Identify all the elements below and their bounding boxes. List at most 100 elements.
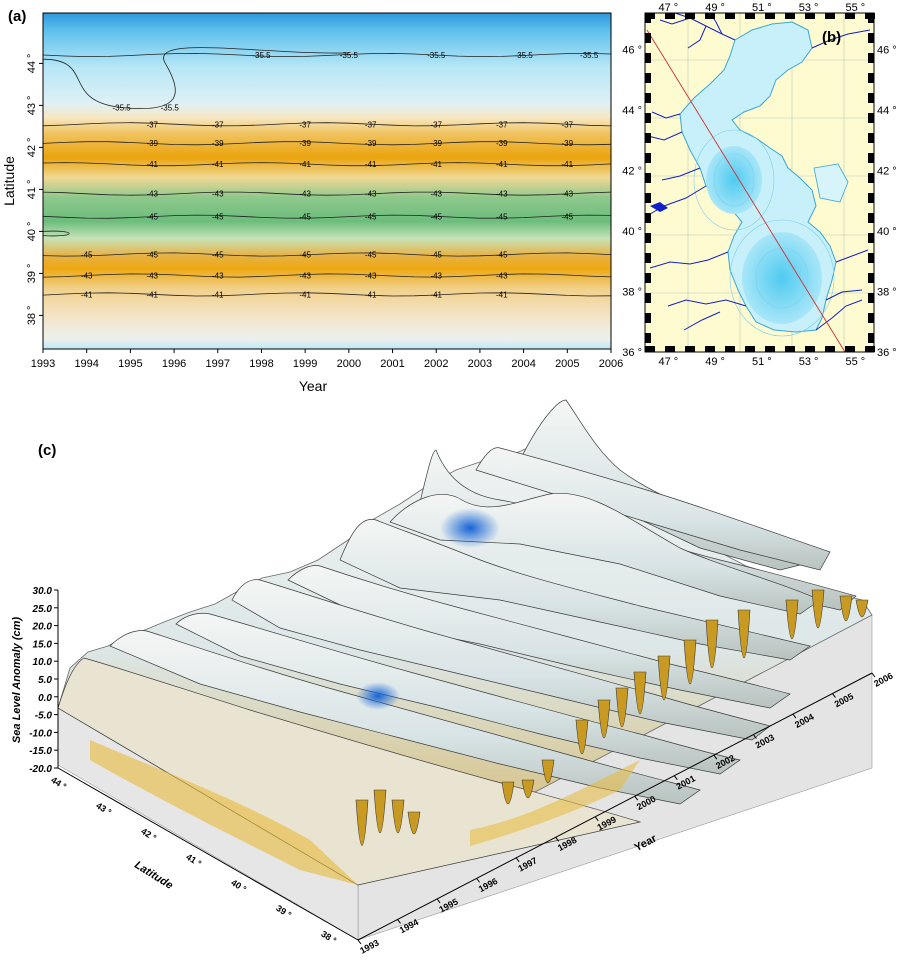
contour-label: -45	[299, 213, 311, 222]
trough-spikes	[355, 589, 869, 846]
border-segment	[845, 13, 855, 19]
x-tick-label: 2006	[599, 358, 623, 370]
year-tick-mark	[713, 754, 718, 760]
contour-label: -45	[430, 213, 442, 222]
x-tick-label: 1998	[249, 358, 273, 370]
trough-spike	[705, 619, 719, 669]
latitude-tick-label: 39 °	[274, 903, 293, 920]
gulf-inlet	[650, 202, 668, 212]
border-segment	[645, 253, 651, 263]
lon-tick-bottom: 51 °	[752, 356, 772, 368]
trough-spike	[855, 599, 869, 618]
border-segment	[645, 346, 655, 352]
border-segment	[865, 346, 875, 352]
year-tick-mark	[476, 878, 481, 883]
lon-tick-bottom: 49 °	[705, 356, 725, 368]
lat-tick-left: 40 °	[622, 226, 642, 238]
lon-tick-top: 53 °	[799, 2, 819, 14]
contour-label: -39	[430, 139, 442, 148]
lat-tick-right: 44 °	[877, 105, 897, 117]
z-ticks: 30.0 25.0 20.0 15.0 10.0 5.0 0.0 -5.0 -10.0 -15.0…	[29, 586, 58, 775]
y-tick-label: 39 °	[26, 264, 38, 284]
map-frame	[644, 12, 875, 353]
x-tick-label: 2000	[337, 358, 361, 370]
year-tick-label: 1993	[358, 938, 380, 956]
contour-label: -41	[212, 290, 224, 299]
contour-label: -41	[146, 160, 158, 169]
border-segment	[868, 253, 874, 263]
contour-label: -35.5	[252, 51, 271, 60]
lon-tick-bottom: 55 °	[845, 356, 865, 368]
border-segment	[725, 13, 735, 19]
z-tick-label: -5.0	[35, 711, 53, 722]
z-tick-label: -15.0	[29, 746, 52, 757]
contour-lines: -35.5 -35.5 -35.5 -35.5 -35.5-35.5 -35.5-37 -3…	[43, 47, 611, 299]
contour-label: -45	[212, 213, 224, 222]
x-tick-label: 1995	[118, 358, 142, 370]
border-segment	[645, 293, 651, 303]
contour-line	[43, 191, 611, 196]
border-segment	[785, 13, 795, 19]
contour-label: -45	[365, 213, 377, 222]
border-segment	[645, 73, 651, 83]
trough-spike	[615, 687, 629, 727]
contour-line	[43, 292, 611, 297]
year-tick-mark	[634, 795, 639, 801]
contour-label: -37	[365, 120, 377, 129]
border-segment	[645, 33, 651, 43]
contour-label: -41	[81, 290, 93, 299]
contour-label: -45	[562, 213, 574, 222]
border-segment	[868, 33, 874, 43]
map-lat-ticks: 36 ° 36 ° 38 ° 38 ° 40 ° 40 ° 42 ° 42 ° 44 ° 44 °…	[622, 44, 896, 359]
contour-label: -45	[496, 251, 508, 260]
y-tick-label: 41 °	[26, 180, 38, 200]
contour-label: -37	[299, 120, 311, 129]
border-segment	[645, 153, 651, 163]
border-segment	[868, 313, 874, 323]
surface-low-shade	[90, 740, 358, 885]
contour-label: -41	[430, 290, 442, 299]
year-tick-mark	[515, 857, 520, 863]
contour-label: -45	[430, 251, 442, 260]
lon-tick-bottom: 53 °	[799, 356, 819, 368]
contour-label: -35.5	[161, 104, 180, 113]
z-tick-label: 20.0	[32, 622, 53, 633]
border-segment	[645, 313, 651, 323]
contour-label: -37	[146, 120, 158, 129]
contour-label: -37	[496, 120, 508, 129]
y-tick-label: 42 °	[26, 138, 38, 158]
contour-label: -35.5	[340, 51, 359, 60]
contour-label: -45	[496, 213, 508, 222]
contour-label: -37	[212, 120, 224, 129]
y-tick-label: 40 °	[26, 222, 38, 242]
x-tick-label: 1999	[293, 358, 317, 370]
contour-label: -41	[146, 290, 158, 299]
year-tick-label: 2006	[872, 671, 894, 689]
x-tick-label: 2004	[511, 358, 535, 370]
lon-tick-top: 47 °	[659, 2, 679, 14]
contour-label: -41	[430, 160, 442, 169]
panel-b-label: (b)	[822, 29, 841, 46]
panel-a-label: (a)	[8, 8, 26, 25]
contour-label: -41	[496, 160, 508, 169]
z-tick-label: 10.0	[33, 657, 53, 668]
high-anomaly-1	[440, 508, 500, 548]
z-axis-title: Sea Level Anomaly (cm)	[11, 617, 23, 743]
contour-label: -41	[496, 290, 508, 299]
contour-line	[43, 52, 611, 58]
border-segment	[745, 13, 755, 19]
contour-line	[43, 162, 611, 167]
border-segment	[868, 13, 874, 23]
lon-tick-bottom: 47 °	[659, 356, 679, 368]
z-tick-label: 0.0	[38, 693, 52, 704]
contour-label: -43	[299, 272, 311, 281]
border-segment	[868, 113, 874, 123]
border-segment	[645, 13, 651, 23]
border-segment	[645, 233, 651, 243]
y-tick-label: 43 °	[26, 96, 38, 116]
z-tick-label: 25.0	[32, 604, 53, 615]
trough-spike	[785, 599, 799, 639]
lat-tick-right: 36 °	[877, 347, 897, 359]
border-segment	[868, 333, 874, 343]
x-tick-label: 2001	[380, 358, 404, 370]
